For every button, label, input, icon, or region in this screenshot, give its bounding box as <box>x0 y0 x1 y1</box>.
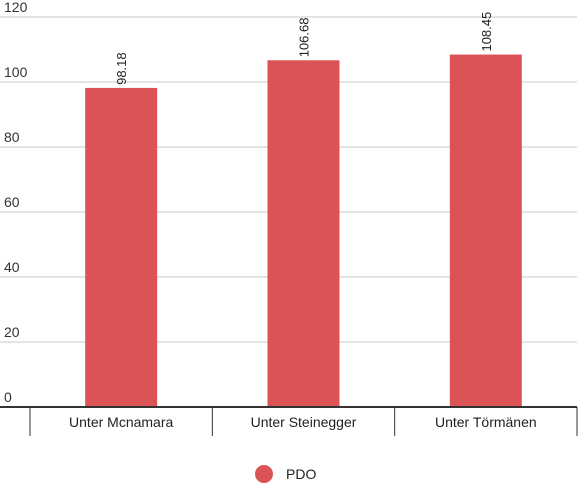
legend: PDO <box>255 465 316 483</box>
bar-2 <box>267 60 340 407</box>
legend-label-pdo: PDO <box>286 466 316 482</box>
y-tick-label-120: 120 <box>4 0 28 15</box>
x-axis: Unter Mcnamara Unter Steinegger Unter Törm… <box>0 406 578 436</box>
y-tick-label-80: 80 <box>4 129 20 145</box>
y-tick-label-60: 60 <box>4 194 20 210</box>
x-tick-label-1: Unter Mcnamara <box>69 414 173 430</box>
x-tick-label-3: Unter Törmänen <box>435 414 537 430</box>
bars: 98.18 106.68 108.45 <box>85 12 522 407</box>
bar-3 <box>449 54 522 407</box>
data-label-2: 106.68 <box>297 18 312 58</box>
legend-marker-pdo <box>255 465 273 483</box>
x-tick-label-2: Unter Steinegger <box>251 414 357 430</box>
data-label-1: 98.18 <box>114 52 129 85</box>
y-tick-label-0: 0 <box>4 389 12 405</box>
bar-1 <box>85 87 158 407</box>
y-tick-label-20: 20 <box>4 324 20 340</box>
y-tick-label-100: 100 <box>4 64 28 80</box>
data-label-3: 108.45 <box>479 12 494 52</box>
y-tick-label-40: 40 <box>4 259 20 275</box>
